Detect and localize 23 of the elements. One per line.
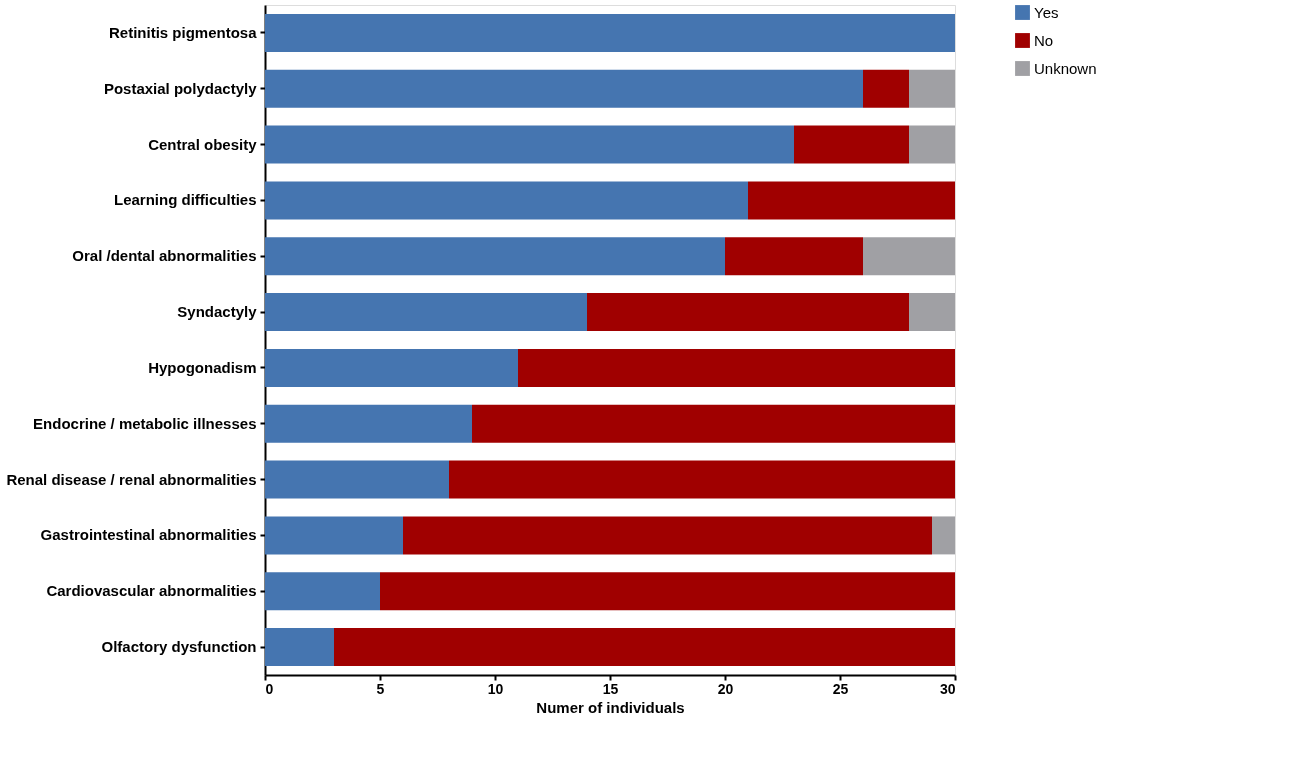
y-tick-label: Endocrine / metabolic illnesses [33, 414, 257, 432]
x-tick-label: 20 [717, 680, 734, 697]
y-tick-label: Learning difficulties [113, 191, 257, 209]
y-tick-label: Oral /dental abnormalities [72, 247, 257, 265]
x-tick-label: 15 [602, 680, 619, 697]
x-axis-title: Numer of individuals [536, 698, 685, 716]
y-tick-label: Retinitis pigmentosa [108, 23, 258, 41]
y-tick-label: Olfactory dysfunction [101, 638, 257, 656]
y-tick-label: Cardiovascular abnormalities [46, 582, 257, 600]
legend-label: Unknown [1034, 59, 1097, 77]
legend-label: No [1034, 31, 1054, 49]
x-tick-label: 0 [265, 680, 274, 697]
x-tick-label: 10 [487, 680, 504, 697]
legend-label: Yes [1034, 3, 1059, 21]
x-tick-label: 30 [939, 680, 956, 697]
y-tick-label: Postaxial polydactyly [103, 79, 258, 97]
x-tick-label: 5 [376, 680, 385, 697]
y-tick-label: Central obesity [148, 135, 258, 153]
y-tick-label: Gastrointestinal abnormalities [40, 526, 257, 544]
y-tick-label: Syndactyly [177, 303, 258, 321]
x-tick-label: 25 [832, 680, 849, 697]
y-tick-label: Hypogonadism [148, 358, 257, 376]
y-tick-label: Renal disease / renal abnormalities [6, 470, 257, 488]
